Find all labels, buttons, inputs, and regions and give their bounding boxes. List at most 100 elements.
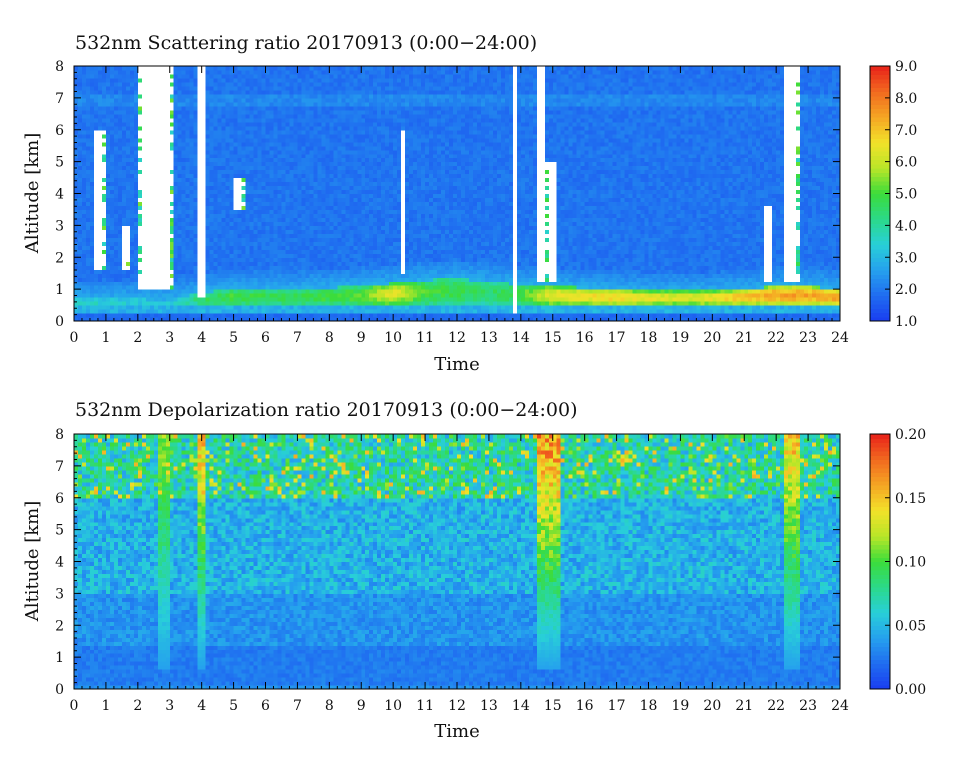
heatmap-cell [233, 157, 239, 163]
heatmap-cell [285, 205, 291, 211]
heatmap-cell [105, 285, 111, 290]
cloud-cell [201, 137, 207, 143]
heatmap-cell [369, 293, 374, 298]
heatmap-cell [157, 313, 163, 318]
heatmap-cell [213, 261, 219, 266]
heatmap-cell [209, 169, 215, 175]
heatmap-cell [221, 81, 227, 87]
heatmap-cell [377, 273, 382, 278]
heatmap-cell [373, 269, 378, 274]
cloud-cell [153, 205, 159, 211]
heatmap-cell [297, 265, 303, 270]
heatmap-cell [85, 169, 91, 175]
cloud-cell [145, 241, 151, 246]
heatmap-cell [81, 81, 87, 87]
heatmap-cell [101, 141, 107, 147]
heatmap-cell [253, 125, 259, 131]
heatmap-cell [349, 289, 354, 294]
heatmap-cell [173, 233, 179, 238]
heatmap-cell [265, 165, 271, 171]
heatmap-cell [177, 73, 183, 79]
heatmap-cell [357, 297, 362, 302]
heatmap-cell [313, 297, 318, 302]
heatmap-cell [277, 285, 283, 290]
heatmap-cell [213, 66, 219, 71]
heatmap-cell [329, 141, 334, 147]
heatmap-cell [325, 113, 330, 119]
cloud-cell [125, 233, 131, 238]
heatmap-cell [365, 173, 370, 179]
heatmap-cell [129, 149, 135, 155]
heatmap-cell [313, 97, 318, 103]
heatmap-cell [109, 273, 115, 278]
heatmap-cell [77, 269, 83, 274]
heatmap-cell [369, 225, 374, 230]
heatmap-cell [129, 165, 135, 171]
heatmap-cell [369, 105, 374, 111]
heatmap-cell [117, 305, 123, 310]
heatmap-cell [289, 117, 295, 123]
cloud-cell [149, 125, 155, 131]
cloud-cell [153, 281, 159, 286]
heatmap-cell [249, 133, 255, 139]
heatmap-cell [229, 189, 235, 195]
heatmap-cell [77, 193, 83, 199]
cloud-cell [97, 169, 103, 175]
heatmap-cell [229, 317, 235, 322]
heatmap-cell [281, 181, 287, 187]
heatmap-cell [245, 221, 251, 226]
heatmap-cell [233, 237, 239, 242]
heatmap-cell [249, 185, 255, 191]
heatmap-cell [213, 189, 219, 195]
heatmap-cell [269, 77, 275, 83]
heatmap-cell [281, 237, 287, 242]
cloud-cell [157, 109, 163, 115]
cloud-cell [149, 145, 155, 151]
heatmap-cell [85, 165, 91, 171]
heatmap-cell [137, 137, 143, 143]
heatmap-cell [77, 301, 83, 306]
heatmap-cell [369, 209, 374, 215]
heatmap-cell [365, 185, 370, 191]
cloud-cell [201, 69, 207, 75]
heatmap-cell [293, 233, 299, 238]
heatmap-cell [193, 317, 199, 322]
heatmap-cell [257, 73, 263, 79]
heatmap-cell [225, 193, 231, 199]
heatmap-cell [293, 269, 299, 274]
heatmap-cell [241, 229, 247, 234]
heatmap-cell [325, 97, 330, 103]
heatmap-cell [81, 197, 87, 203]
heatmap-cell [217, 149, 223, 155]
cloud-cell [101, 237, 107, 242]
heatmap-cell [89, 249, 95, 254]
heatmap-cell [369, 129, 374, 135]
heatmap-cell [253, 249, 259, 254]
heatmap-cell [89, 289, 95, 294]
heatmap-cell [233, 141, 239, 147]
heatmap-cell [217, 285, 223, 290]
cloud-cell [149, 193, 155, 199]
cloud-cell [201, 85, 207, 91]
heatmap-cell [325, 117, 330, 123]
heatmap-cell [365, 129, 370, 135]
heatmap-cell [273, 121, 279, 127]
heatmap-cell [365, 137, 370, 143]
heatmap-cell [365, 189, 370, 195]
cloud-cell [145, 181, 151, 187]
cloud-cell [137, 241, 143, 246]
heatmap-cell [245, 297, 251, 302]
heatmap-cell [89, 205, 95, 211]
heatmap-cell [185, 185, 191, 191]
heatmap-cell [289, 229, 295, 234]
heatmap-cell [341, 257, 346, 262]
heatmap-cell [241, 141, 247, 147]
heatmap-cell [325, 145, 330, 151]
cloud-cell [145, 225, 151, 230]
heatmap-cell [317, 313, 322, 318]
heatmap-cell [85, 66, 91, 71]
heatmap-cell [353, 133, 358, 139]
heatmap-cell [81, 241, 87, 246]
heatmap-cell [293, 153, 299, 159]
heatmap-cell [229, 273, 235, 278]
